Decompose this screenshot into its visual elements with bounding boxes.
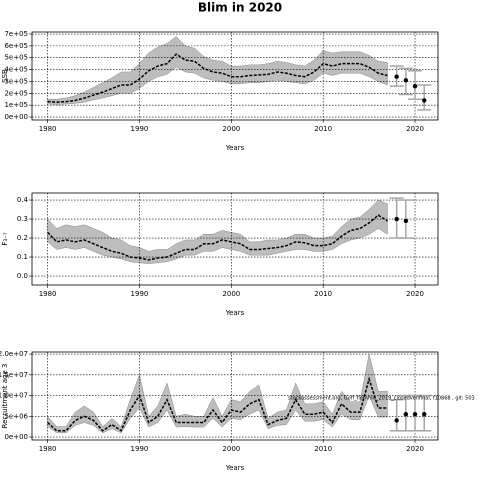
y-tick-label: 1e+05 xyxy=(4,101,28,109)
x-tick-label: 2010 xyxy=(314,290,332,298)
forecast-point xyxy=(403,218,409,224)
y-axis-label: Recruitment age 3 xyxy=(1,364,9,429)
y-tick-label: 3e+05 xyxy=(4,77,28,85)
x-tick-label: 2000 xyxy=(222,445,240,453)
y-tick-label: 0.3 xyxy=(17,215,28,223)
y-axis-label: F₃₋₇ xyxy=(1,232,9,246)
y-tick-label: 2.0e+07 xyxy=(0,350,28,358)
x-tick-label: 2020 xyxy=(406,125,424,133)
annotation: stockassessment.org, Goff_flemmit_2019_c… xyxy=(288,396,475,402)
confidence-band xyxy=(47,354,388,434)
x-axis-label: Years xyxy=(225,309,245,317)
estimate-line xyxy=(47,53,388,103)
y-tick-label: 0.1 xyxy=(17,253,28,261)
forecast-point xyxy=(394,418,399,423)
forecast-point xyxy=(422,98,427,103)
x-tick-label: 1990 xyxy=(131,125,149,133)
y-axis-label: SSB xyxy=(1,69,9,83)
x-tick-label: 2000 xyxy=(222,125,240,133)
y-tick-label: 0e+00 xyxy=(4,113,28,121)
forecast-point xyxy=(422,412,427,417)
y-tick-label: 5e+05 xyxy=(4,54,28,62)
y-tick-label: 1.0e+07 xyxy=(0,392,28,400)
y-tick-label: 7e+05 xyxy=(4,30,28,38)
forecast-point xyxy=(403,412,409,417)
x-tick-label: 2020 xyxy=(406,445,424,453)
x-tick-label: 1980 xyxy=(39,445,57,453)
y-tick-label: 1.5e+07 xyxy=(0,371,28,379)
y-tick-label: 0e+00 xyxy=(4,433,28,441)
forecast-point xyxy=(394,74,399,79)
forecast-point xyxy=(403,78,409,83)
x-tick-label: 1990 xyxy=(131,445,149,453)
y-tick-label: 4e+05 xyxy=(4,66,28,74)
y-tick-label: 5e+06 xyxy=(4,412,28,420)
confidence-band xyxy=(47,199,388,264)
y-tick-label: 0.4 xyxy=(17,196,29,204)
plot-frame xyxy=(31,31,439,121)
x-tick-label: 1990 xyxy=(131,290,149,298)
x-tick-label: 1980 xyxy=(39,125,57,133)
y-tick-label: 2e+05 xyxy=(4,89,28,97)
forecast-point xyxy=(394,216,399,222)
x-tick-label: 2010 xyxy=(314,125,332,133)
y-tick-label: 6e+05 xyxy=(4,42,28,50)
x-axis-label: Years xyxy=(225,464,245,472)
plot-frame xyxy=(31,192,439,286)
y-tick-label: 0.0 xyxy=(17,272,28,280)
confidence-band xyxy=(47,36,388,105)
forecast-point xyxy=(412,412,418,417)
x-tick-label: 2000 xyxy=(222,290,240,298)
chart-title: Blim in 2020 xyxy=(198,1,282,15)
forecast-point xyxy=(412,83,418,89)
estimate-line xyxy=(47,214,388,261)
estimate-line xyxy=(47,376,388,432)
x-tick-label: 2010 xyxy=(314,445,332,453)
x-axis-label: Years xyxy=(225,144,245,152)
y-tick-label: 0.2 xyxy=(17,234,28,242)
x-tick-label: 1980 xyxy=(39,290,57,298)
plot-frame xyxy=(31,351,439,441)
x-tick-label: 2020 xyxy=(406,290,424,298)
